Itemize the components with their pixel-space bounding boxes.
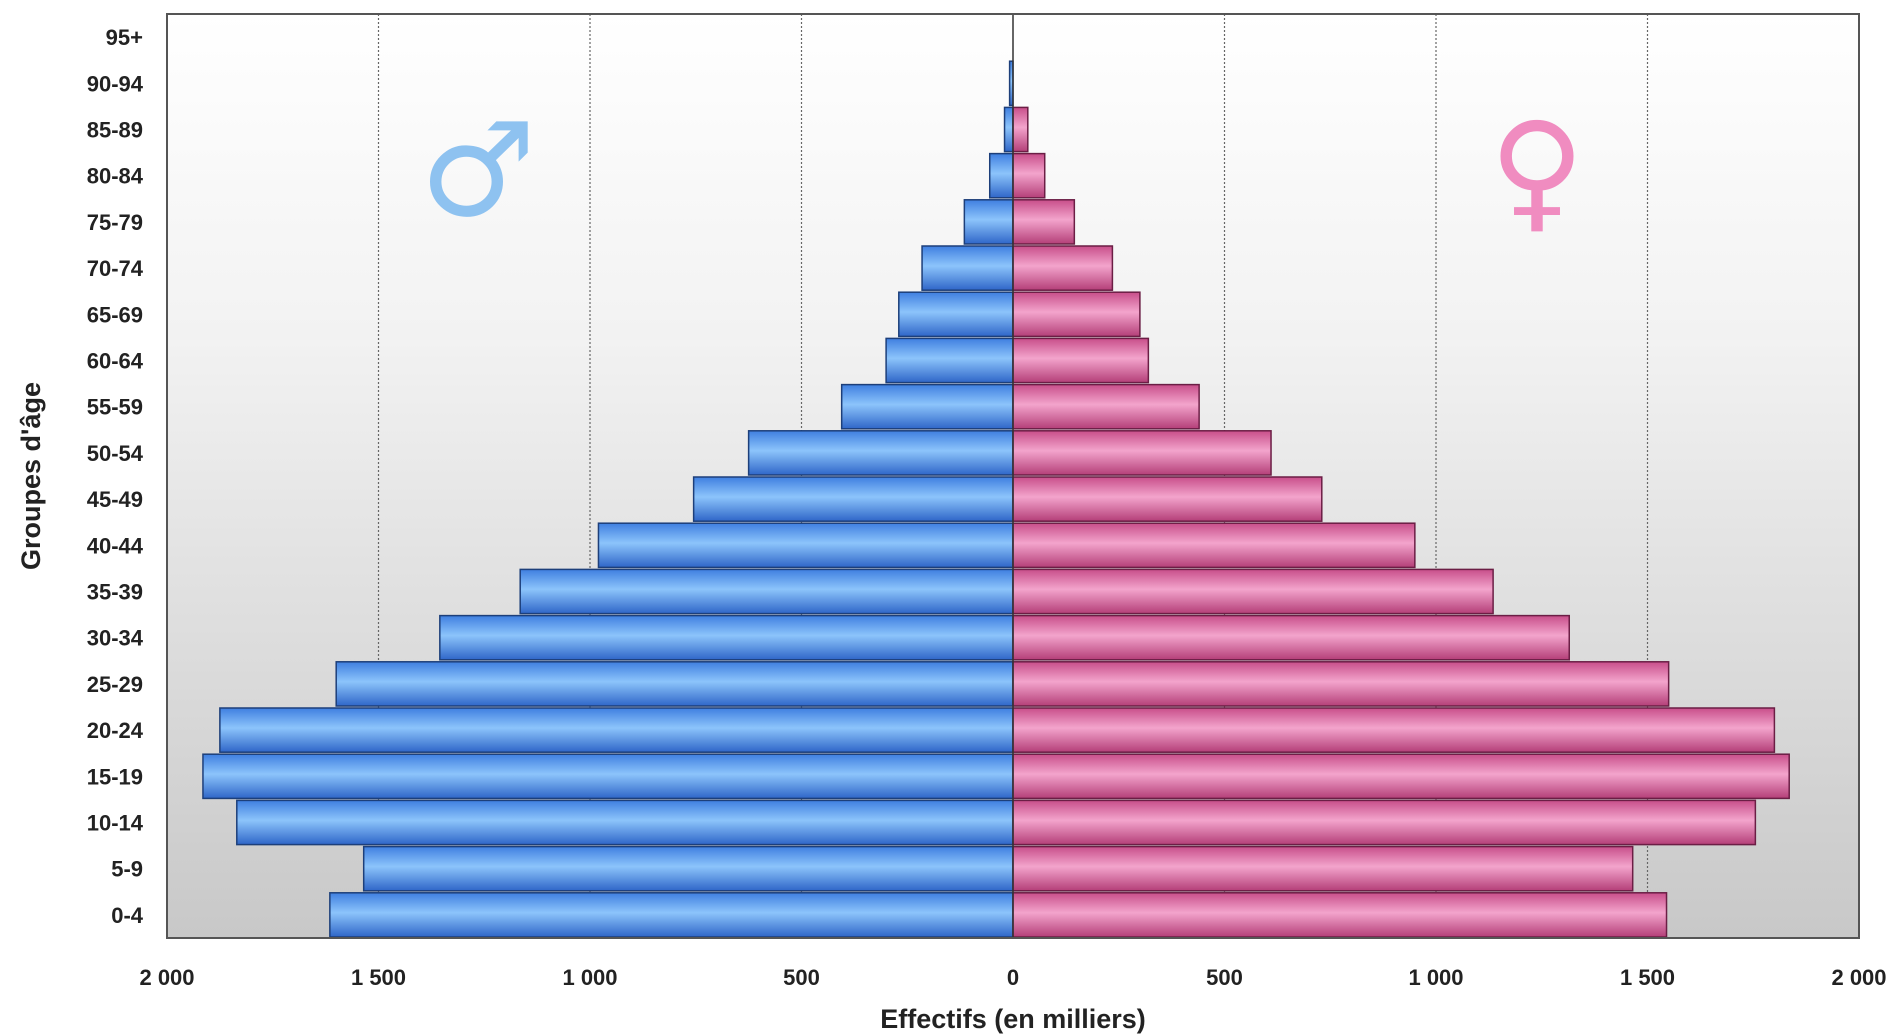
male-bar-0-4 <box>329 892 1014 938</box>
x-tick-label: 1 000 <box>1408 965 1463 990</box>
male-bar-45-49 <box>692 476 1014 522</box>
y-tick-label: 45-49 <box>87 487 143 512</box>
male-bar-15-19 <box>202 753 1014 800</box>
female-symbol-icon: ♀ <box>1489 94 1584 246</box>
male-bar-65-69 <box>898 291 1014 338</box>
male-bar-70-74 <box>921 245 1014 291</box>
male-bar-20-24 <box>219 707 1014 753</box>
male-bar-10-14 <box>236 799 1014 846</box>
female-bar-25-29 <box>1012 661 1670 707</box>
x-tick-labels: 2 000 1 500 1 000 500 0 500 1 000 1 500 2 000 <box>139 965 1886 990</box>
y-tick-label: 20-24 <box>87 718 144 743</box>
y-tick-label: 55-59 <box>87 395 143 420</box>
female-bar-10-14 <box>1012 799 1757 846</box>
x-tick-label: 2 000 <box>139 965 194 990</box>
male-symbol-icon: ♂ <box>420 94 537 246</box>
y-tick-label: 25-29 <box>87 672 143 697</box>
male-bar-80-84 <box>988 152 1014 199</box>
female-bar-15-19 <box>1012 753 1790 800</box>
female-bar-50-54 <box>1012 430 1272 476</box>
y-tick-label: 85-89 <box>87 118 143 143</box>
female-bar-35-39 <box>1012 568 1494 615</box>
female-bar-70-74 <box>1012 245 1114 291</box>
x-tick-label: 1 500 <box>351 965 406 990</box>
female-bar-65-69 <box>1012 291 1141 338</box>
y-tick-label: 10-14 <box>87 811 144 836</box>
plot-area-border <box>166 13 1860 939</box>
male-bar-55-59 <box>840 383 1014 430</box>
bars-group <box>202 60 1790 938</box>
female-bar-60-64 <box>1012 337 1150 384</box>
female-bar-85-89 <box>1012 106 1029 153</box>
y-tick-label: 70-74 <box>87 256 144 281</box>
x-tick-label: 1 500 <box>1620 965 1675 990</box>
female-bar-0-4 <box>1012 892 1668 938</box>
y-tick-label: 5-9 <box>111 857 143 882</box>
x-tick-label: 0 <box>1007 965 1019 990</box>
y-tick-label: 40-44 <box>87 533 144 558</box>
male-bar-5-9 <box>362 845 1014 892</box>
male-bar-30-34 <box>439 614 1014 661</box>
male-bar-25-29 <box>335 661 1014 707</box>
y-tick-label: 35-39 <box>87 580 143 605</box>
y-tick-label: 50-54 <box>87 441 144 466</box>
male-bar-50-54 <box>747 430 1014 476</box>
female-bar-75-79 <box>1012 199 1076 245</box>
y-tick-label: 90-94 <box>87 71 144 96</box>
female-bar-40-44 <box>1012 522 1416 569</box>
y-tick-label: 60-64 <box>87 349 144 374</box>
male-bar-75-79 <box>963 199 1014 245</box>
y-tick-label: 65-69 <box>87 302 143 327</box>
y-tick-labels: 0-4 5-9 10-14 15-19 20-24 25-29 30-34 35-39 40-4… <box>87 25 144 928</box>
female-bar-20-24 <box>1012 707 1776 753</box>
y-tick-label: 80-84 <box>87 164 144 189</box>
y-tick-label: 0-4 <box>111 903 144 928</box>
male-bar-60-64 <box>885 337 1014 384</box>
x-tick-label: 500 <box>1206 965 1243 990</box>
y-axis-title: Groupes d'âge <box>16 382 46 570</box>
x-tick-label: 2 000 <box>1831 965 1886 990</box>
female-bar-55-59 <box>1012 383 1200 430</box>
female-bar-80-84 <box>1012 152 1046 199</box>
male-bar-40-44 <box>597 522 1014 569</box>
male-bar-85-89 <box>1003 106 1014 153</box>
x-tick-label: 1 000 <box>562 965 617 990</box>
male-bar-35-39 <box>519 568 1014 615</box>
female-bar-5-9 <box>1012 845 1634 892</box>
y-tick-label: 15-19 <box>87 764 143 789</box>
female-bar-30-34 <box>1012 614 1570 661</box>
x-axis-title: Effectifs (en milliers) <box>880 1004 1146 1034</box>
y-tick-label: 75-79 <box>87 210 143 235</box>
y-tick-label: 30-34 <box>87 626 144 651</box>
y-tick-label: 95+ <box>106 25 143 50</box>
x-tick-label: 500 <box>783 965 820 990</box>
female-bar-45-49 <box>1012 476 1323 522</box>
